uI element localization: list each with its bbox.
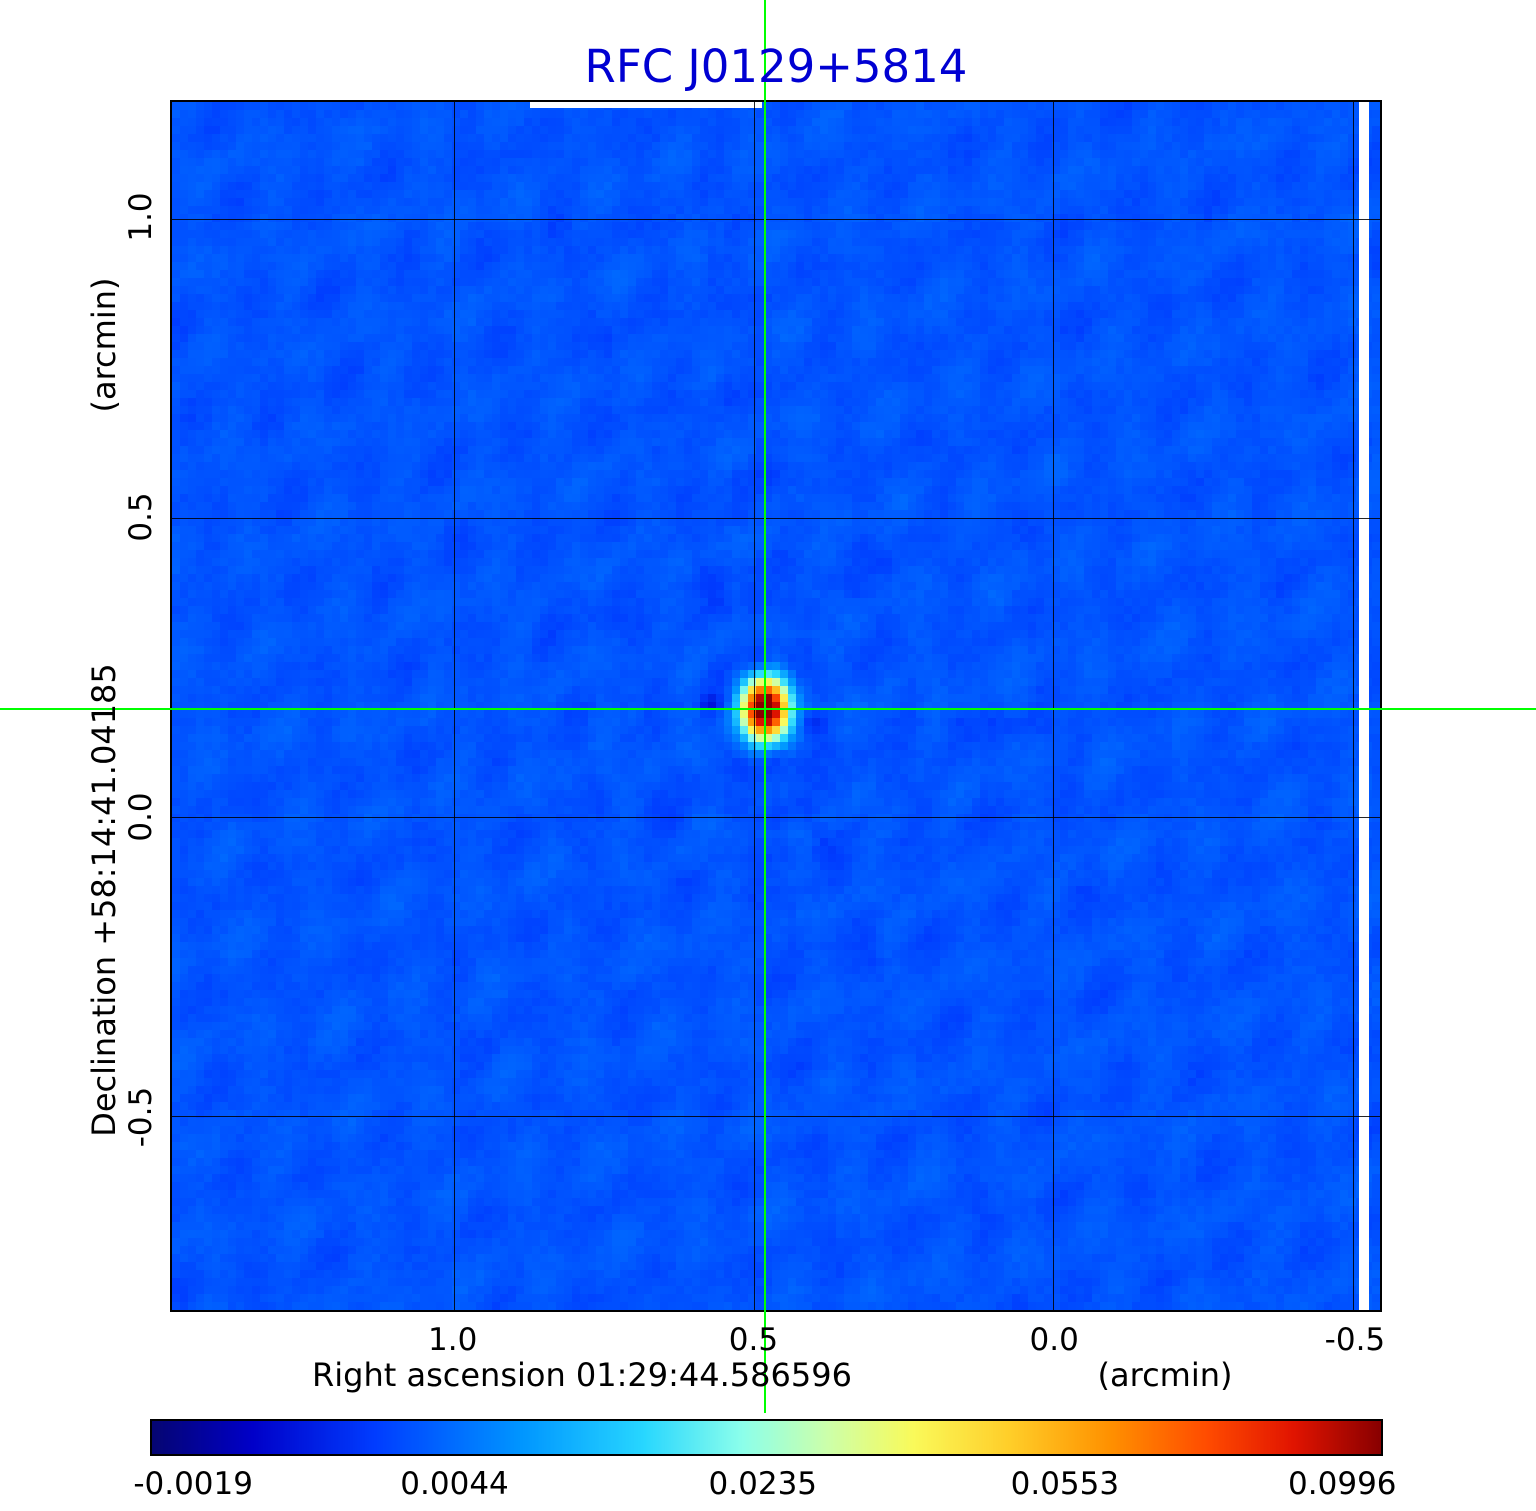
grid-line-horizontal [172,816,1380,818]
grid-line-vertical [753,102,755,1310]
sky-map-plot [170,100,1382,1312]
grid-line-horizontal [172,517,1380,519]
grid-line-vertical [453,102,455,1310]
image-blank-edge-top [530,102,762,108]
colorbar-tick-label: 0.0044 [400,1466,509,1502]
colorbar-tick-label: 0.0553 [1010,1466,1120,1502]
colorbar-canvas [152,1421,1381,1454]
x-axis-label: Right ascension 01:29:44.586596 [312,1356,852,1394]
grid-line-vertical [1053,102,1055,1310]
crosshair-horizontal-line [0,708,1536,710]
grid-line-horizontal [172,1115,1380,1117]
x-tick-label: -0.5 [1324,1322,1386,1358]
colorbar-tick-label: -0.0019 [133,1466,253,1502]
crosshair-vertical-line [764,0,767,1413]
x-tick-label: 0.5 [728,1322,779,1358]
colorbar [150,1419,1383,1456]
sky-image-canvas [172,102,1380,1310]
grid-line-vertical [1353,102,1355,1310]
figure-title: RFC J0129+5814 [584,40,968,93]
coordinate-grid [172,102,1380,1310]
x-tick-label: 0.0 [1029,1322,1079,1358]
x-tick-label: 1.0 [428,1322,478,1358]
colorbar-tick-label: 0.0235 [708,1466,818,1502]
colorbar-tick-label: 0.0996 [1288,1466,1397,1502]
image-blank-edge-right [1359,102,1369,1310]
x-axis-unit-label: (arcmin) [1097,1356,1233,1394]
grid-line-horizontal [172,218,1380,220]
